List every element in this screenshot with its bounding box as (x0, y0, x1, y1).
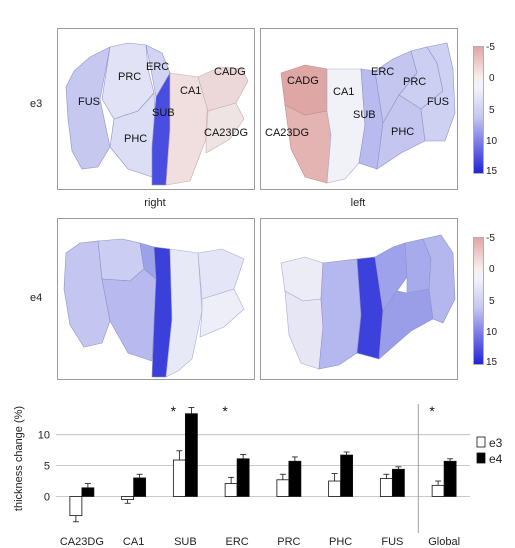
region-ca1 (318, 258, 362, 370)
colorbar-tick: -5 (486, 233, 495, 244)
region-phc (101, 268, 157, 362)
colorbar-tick: 5 (489, 105, 495, 116)
bar-e4-ca23dg (81, 487, 95, 497)
x-tick-label: ERC (226, 536, 249, 548)
region-label: PHC (391, 126, 415, 138)
region-label: SUB (152, 107, 175, 119)
bar-e3-ca1 (121, 496, 135, 500)
bar-e3-ca23dg (69, 496, 83, 517)
legend-swatch-e4 (476, 452, 486, 464)
row-label-e4: e4 (30, 292, 43, 304)
region-label: FUS (78, 96, 100, 108)
region-label: CA23DG (265, 127, 310, 139)
region-label: PRC (118, 71, 142, 83)
region-label: PHC (124, 133, 148, 145)
bar-e3-global (431, 484, 445, 497)
region-label: PRC (403, 76, 427, 88)
region-ca23dg (205, 102, 245, 154)
map-e4-right-svg (63, 238, 245, 378)
bar-chart: 0 5 10 thickness change (%) CA23DG CA1 SUB * ERC… (13, 403, 503, 548)
region-fus (63, 240, 111, 348)
colorbar-tick: 0 (489, 73, 495, 84)
y-tick-label: 0 (44, 491, 50, 503)
map-e4-left (260, 218, 458, 380)
significance-marker: * (171, 403, 177, 419)
map-e3-right: FUS PRC ERC SUB PHC CA1 CADG CA23DG (57, 28, 255, 190)
x-tick-label: PHC (329, 536, 352, 548)
x-tick-label: CA23DG (60, 536, 104, 548)
region-fus (422, 234, 456, 324)
legend-swatch-e3 (476, 436, 486, 448)
x-tick-label: Global (428, 536, 460, 548)
colorbar-tick: 10 (486, 327, 498, 338)
bar-e4-phc (340, 454, 354, 497)
x-tick-label: CA1 (123, 536, 144, 548)
region-label: CADG (287, 75, 319, 87)
bar-e3-erc (224, 483, 238, 497)
x-tick-label: PRC (277, 536, 300, 548)
colorbar-e4: -5 0 5 10 15 (473, 233, 513, 368)
bar-e4-sub (184, 413, 198, 497)
region-fus (420, 42, 456, 142)
region-fus (65, 46, 111, 170)
legend-label-e3: e3 (489, 436, 503, 450)
bar-e4-global (443, 460, 457, 497)
y-tick-label: 10 (38, 430, 50, 442)
bar-e3-phc (328, 480, 342, 497)
bar-e4-fus (391, 468, 405, 497)
colorbar-tick: -5 (486, 42, 495, 53)
legend-label-e4: e4 (489, 452, 503, 466)
map-e4-right (57, 218, 255, 380)
bar-e3-fus (379, 478, 393, 497)
region-ca23dg (284, 104, 332, 184)
map-e3-right-svg (65, 42, 249, 186)
colorbar-tick: 15 (486, 357, 498, 368)
region-label: ERC (146, 61, 170, 73)
significance-marker: * (222, 403, 228, 419)
y-tick-label: 5 (44, 461, 50, 473)
y-axis-label: thickness change (%) (13, 406, 25, 511)
map-e4-left-svg (280, 234, 456, 370)
colorbar-tick: 0 (489, 264, 495, 275)
bar-e4-ca1 (133, 477, 147, 497)
bar-e4-erc (236, 458, 250, 497)
region-label: CA1 (180, 85, 202, 97)
region-label: FUS (427, 96, 449, 108)
region-label: CADG (214, 66, 246, 78)
hemisphere-label-right: right (144, 197, 166, 209)
bar-e3-sub (172, 459, 186, 497)
region-ca23dg (199, 288, 245, 338)
significance-marker: * (429, 403, 435, 419)
x-tick-label: SUB (174, 536, 197, 548)
region-label: CA1 (333, 86, 355, 98)
region-ca23dg (284, 290, 324, 370)
region-label: ERC (371, 66, 395, 78)
region-cadg (197, 248, 245, 300)
colorbar-tick: 10 (486, 136, 498, 147)
x-tick-label: FUS (381, 536, 403, 548)
bar-e4-prc (288, 460, 302, 497)
colorbar-gradient (473, 46, 484, 174)
region-label: CA23DG (204, 127, 249, 139)
colorbar-tick: 15 (486, 166, 498, 177)
region-label: SUB (353, 109, 376, 121)
row-label-e3: e3 (30, 98, 43, 110)
map-e3-left-svg (280, 42, 456, 184)
colorbar-tick: 5 (489, 296, 495, 307)
map-e3-left: CADG CA1 ERC PRC CA23DG SUB PHC FUS (260, 28, 458, 190)
hemisphere-label-left: left (350, 197, 366, 209)
bar-e3-prc (276, 479, 290, 497)
colorbar-gradient (473, 237, 484, 365)
colorbar-e3: -5 0 5 10 15 (473, 42, 513, 177)
